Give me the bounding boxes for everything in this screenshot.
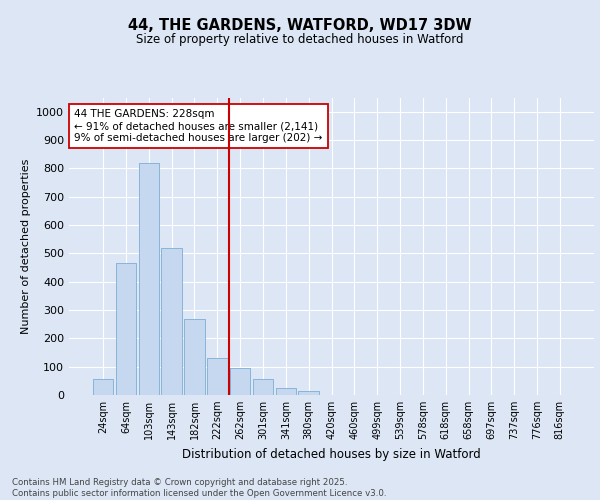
Bar [207,358,227,395]
Bar [116,263,136,395]
Bar [93,380,113,395]
X-axis label: Distribution of detached houses by size in Watford: Distribution of detached houses by size … [182,448,481,460]
Text: Size of property relative to detached houses in Watford: Size of property relative to detached ho… [136,32,464,46]
Y-axis label: Number of detached properties: Number of detached properties [20,158,31,334]
Bar [230,368,250,395]
Text: 44, THE GARDENS, WATFORD, WD17 3DW: 44, THE GARDENS, WATFORD, WD17 3DW [128,18,472,32]
Bar [298,391,319,395]
Bar [161,248,182,395]
Bar [275,388,296,395]
Bar [253,380,273,395]
Text: 44 THE GARDENS: 228sqm
← 91% of detached houses are smaller (2,141)
9% of semi-d: 44 THE GARDENS: 228sqm ← 91% of detached… [74,110,323,142]
Text: Contains HM Land Registry data © Crown copyright and database right 2025.
Contai: Contains HM Land Registry data © Crown c… [12,478,386,498]
Bar [139,162,159,395]
Bar [184,318,205,395]
